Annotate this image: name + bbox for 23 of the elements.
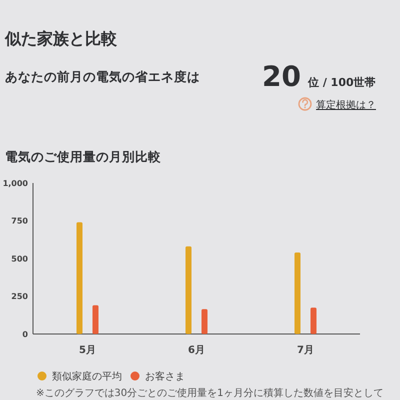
text: 位 / 100世帯 — [307, 76, 376, 89]
legend-label: お客さま — [145, 370, 185, 382]
x-tick-label: 5月 — [79, 345, 96, 356]
text: ※このグラフでは30分ごとのご使用量を1ヶ月分に積算した数値を目安として — [36, 387, 384, 399]
text: 似た家族と比較 — [4, 29, 118, 48]
bar — [92, 305, 98, 334]
bar — [186, 246, 192, 334]
y-tick-label: 250 — [11, 292, 28, 302]
x-tick-label: 7月 — [297, 345, 314, 356]
y-tick-label: 1,000 — [2, 178, 28, 188]
text: 算定根拠は？ — [316, 99, 376, 111]
text: あなたの前月の電気の省エネ度は — [5, 69, 200, 84]
legend-label: 類似家庭の平均 — [52, 370, 122, 382]
y-tick-label: 500 — [11, 254, 28, 264]
chart-title: 電気のご使用量の月別比較 — [5, 149, 162, 164]
text: 20 — [262, 60, 301, 93]
x-tick-label: 6月 — [188, 345, 205, 356]
bar — [202, 309, 208, 334]
bar — [76, 222, 82, 334]
bar — [294, 252, 300, 334]
y-tick-label: 750 — [11, 216, 28, 226]
bar — [310, 308, 316, 334]
y-tick-label: 0 — [22, 330, 28, 339]
